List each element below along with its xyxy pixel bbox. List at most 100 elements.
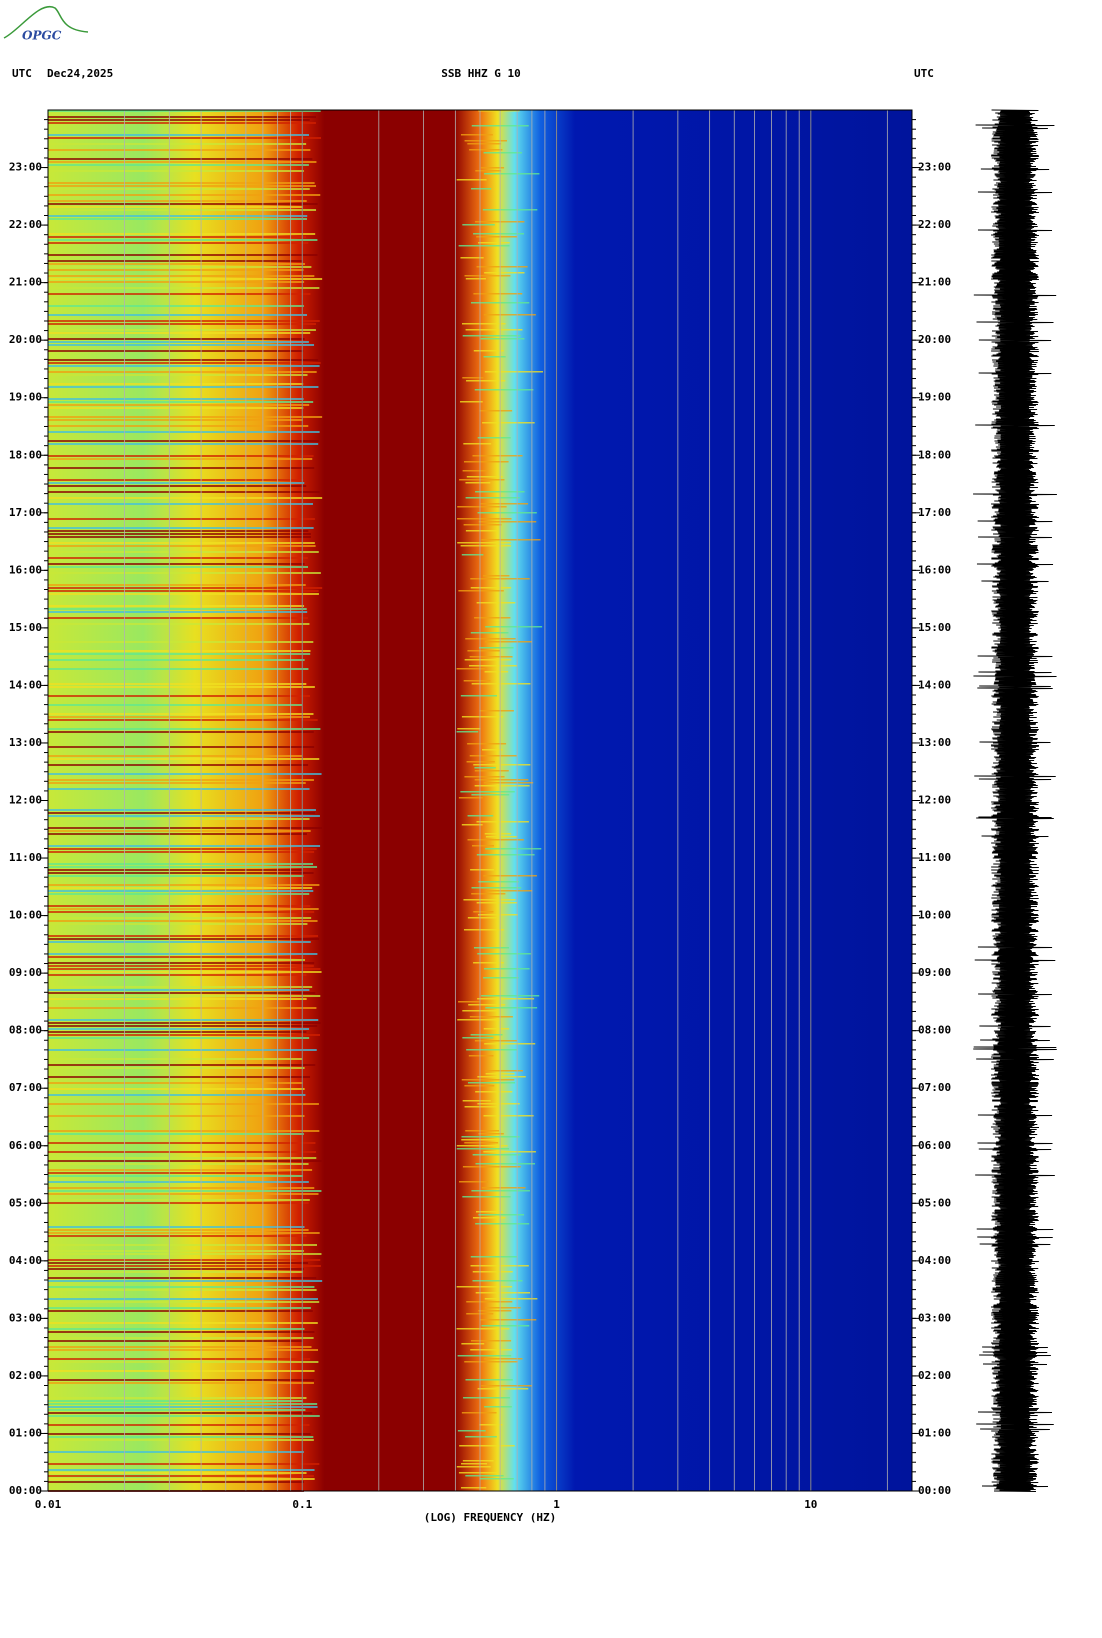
texture-stripe: [48, 305, 304, 307]
texture-stripe: [48, 1271, 304, 1273]
texture-stripe: [462, 1196, 511, 1198]
texture-stripe: [465, 329, 523, 331]
texture-stripe: [48, 1028, 310, 1030]
texture-stripe: [485, 626, 543, 628]
texture-stripe: [481, 1187, 526, 1189]
texture-stripe: [464, 1142, 499, 1144]
texture-stripe: [467, 650, 501, 652]
texture-stripe: [48, 1034, 321, 1036]
texture-stripe: [48, 935, 319, 937]
texture-stripe: [48, 968, 321, 970]
texture-stripe: [48, 611, 308, 613]
texture-stripe: [48, 1076, 311, 1078]
texture-stripe: [48, 1007, 317, 1009]
texture-stripe: [484, 1298, 538, 1300]
texture-stripe: [460, 791, 515, 793]
texture-stripe: [475, 1292, 531, 1294]
texture-stripe: [484, 833, 512, 835]
texture-stripe: [485, 1307, 521, 1309]
texture-stripe: [483, 977, 519, 979]
texture-stripe: [462, 1166, 521, 1168]
texture-stripe: [48, 200, 307, 202]
texture-stripe: [48, 623, 310, 625]
texture-stripe: [484, 968, 530, 970]
texture-stripe: [465, 638, 516, 640]
texture-stripe: [477, 437, 511, 439]
texture-stripe: [48, 1409, 306, 1411]
texture-stripe: [48, 641, 314, 643]
texture-stripe: [477, 998, 535, 1000]
texture-stripe: [48, 788, 310, 790]
texture-stripe: [48, 827, 322, 829]
texture-stripe: [462, 224, 495, 226]
texture-stripe: [48, 206, 303, 208]
y-tick-label: 23:00: [9, 161, 42, 174]
texture-stripe: [472, 1217, 506, 1219]
texture-stripe: [477, 953, 531, 955]
texture-stripe: [48, 386, 319, 388]
texture-stripe: [48, 779, 314, 781]
texture-stripe: [48, 314, 308, 316]
y-tick-label: 05:00: [9, 1196, 42, 1209]
texture-stripe: [458, 245, 510, 247]
texture-stripe: [485, 848, 542, 850]
texture-stripe: [48, 482, 305, 484]
texture-stripe: [459, 479, 505, 481]
texture-stripe: [48, 1082, 303, 1084]
texture-stripe: [48, 1202, 309, 1204]
texture-stripe: [48, 518, 315, 520]
texture-stripe: [48, 1439, 314, 1441]
texture-stripe: [48, 194, 321, 196]
texture-stripe: [48, 893, 310, 895]
date: Dec24,2025: [47, 67, 113, 80]
y-tick-label: 01:00: [9, 1426, 42, 1439]
texture-stripe: [48, 1346, 312, 1348]
texture-stripe: [457, 518, 512, 520]
texture-stripe: [48, 1475, 314, 1477]
texture-stripe: [48, 170, 304, 172]
texture-stripe: [48, 1157, 317, 1159]
texture-stripe: [48, 158, 313, 160]
texture-stripe: [458, 1472, 499, 1474]
texture-stripe: [475, 1091, 513, 1093]
y-tick-label: 17:00: [9, 506, 42, 519]
texture-stripe: [473, 350, 504, 352]
texture-stripe: [481, 1385, 532, 1387]
texture-stripe: [484, 1406, 512, 1408]
texture-stripe: [459, 1181, 489, 1183]
x-axis-label: (LOG) FREQUENCY (HZ): [424, 1511, 556, 1524]
texture-stripe: [462, 1100, 491, 1102]
texture-stripe: [484, 272, 525, 274]
texture-stripe: [48, 758, 320, 760]
texture-stripe: [48, 215, 308, 217]
texture-stripe: [48, 1307, 311, 1309]
texture-stripe: [457, 1430, 486, 1432]
texture-stripe: [48, 917, 312, 919]
y-tick-label: 13:00: [918, 736, 951, 749]
texture-stripe: [468, 1004, 506, 1006]
texture-stripe: [458, 590, 504, 592]
texture-stripe: [48, 557, 308, 559]
logo: OPGC: [22, 29, 62, 43]
texture-stripe: [48, 830, 311, 832]
texture-stripe: [460, 257, 484, 259]
texture-stripe: [474, 779, 529, 781]
texture-stripe: [464, 1361, 518, 1363]
texture-stripe: [473, 911, 494, 913]
texture-stripe: [48, 233, 316, 235]
texture-stripe: [48, 1478, 315, 1480]
texture-stripe: [48, 1337, 314, 1339]
texture-stripe: [477, 1388, 529, 1390]
y-tick-label: 01:00: [918, 1426, 951, 1439]
texture-stripe: [472, 1154, 522, 1156]
texture-stripe: [48, 974, 307, 976]
texture-stripe: [48, 1193, 319, 1195]
texture-stripe: [48, 1175, 304, 1177]
texture-stripe: [48, 1349, 319, 1351]
texture-stripe: [48, 359, 319, 361]
texture-stripe: [48, 1160, 322, 1162]
texture-stripe: [471, 887, 522, 889]
texture-stripe: [460, 401, 483, 403]
texture-stripe: [475, 1163, 536, 1165]
